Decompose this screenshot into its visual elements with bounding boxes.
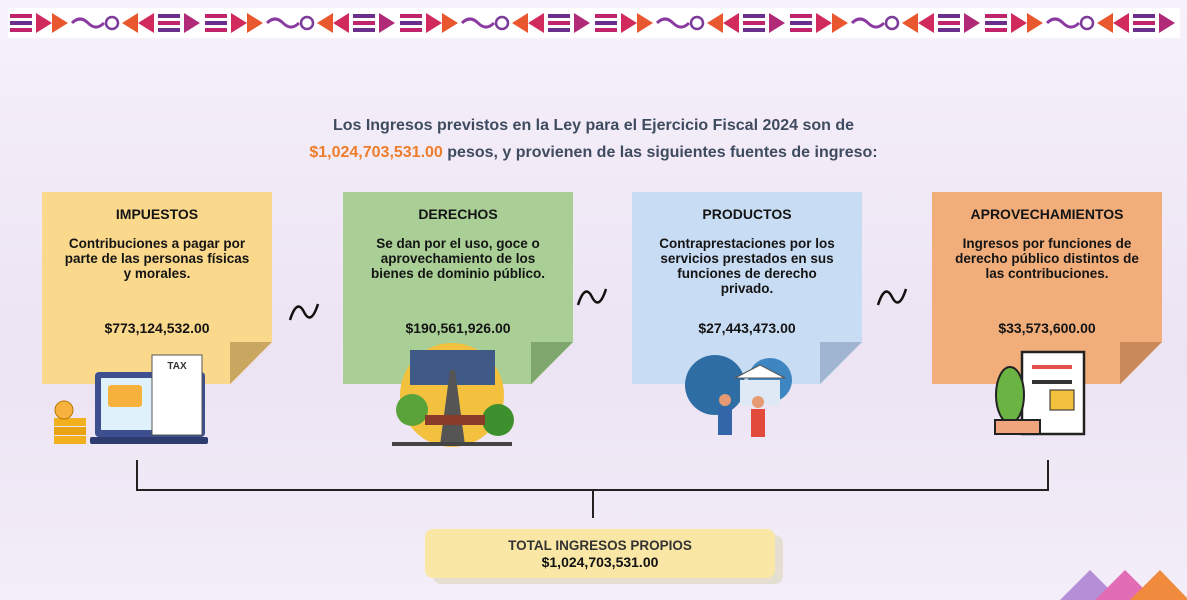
icon-products	[685, 355, 792, 437]
icon-road	[392, 343, 514, 447]
icon-aprov	[995, 352, 1084, 434]
total-box: TOTAL INGRESOS PROPIOS $1,024,703,531.00	[425, 529, 775, 578]
tildes	[290, 289, 906, 320]
total-label: TOTAL INGRESOS PROPIOS	[425, 538, 775, 554]
corner-triangles	[1060, 570, 1187, 600]
layout-graphics: TAX	[0, 0, 1187, 600]
bracket	[137, 460, 1048, 518]
svg-text:TAX: TAX	[167, 361, 187, 372]
page: Los Ingresos previstos en la Ley para el…	[0, 0, 1187, 600]
icon-tax: TAX	[54, 355, 208, 444]
total-amount: $1,024,703,531.00	[425, 554, 775, 570]
